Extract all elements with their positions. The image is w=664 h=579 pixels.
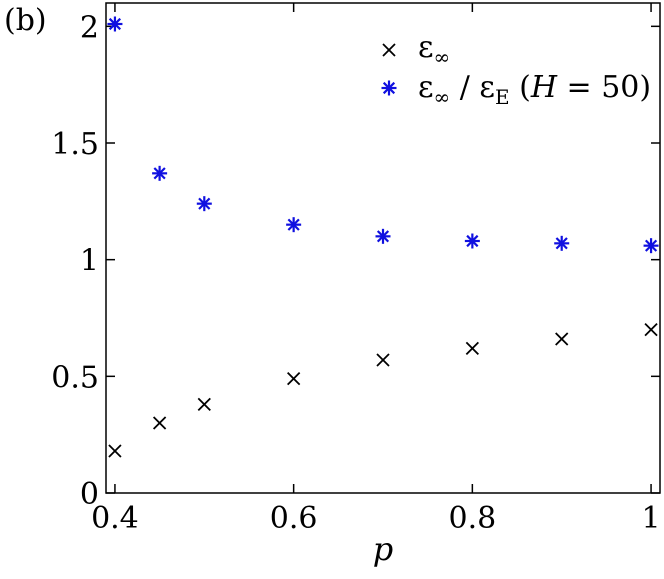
x-tick-label: 1 — [642, 501, 661, 536]
asterisk-stroke — [287, 218, 300, 231]
data-point-cross — [644, 323, 658, 337]
y-tick-label: 0.5 — [51, 360, 99, 395]
legend: ε∞ ε∞ / εE (H = 50) — [381, 30, 651, 109]
plot-frame — [105, 2, 661, 494]
series-eps-inf — [108, 323, 658, 458]
legend-h-var: H — [530, 70, 558, 105]
asterisk-stroke — [382, 81, 396, 95]
data-point-asterisk — [196, 196, 212, 212]
x-tick-label: 0.4 — [91, 501, 139, 536]
data-point-asterisk — [643, 238, 659, 254]
asterisk-stroke — [108, 17, 122, 31]
data-point-asterisk — [286, 217, 302, 233]
legend-cross — [382, 43, 396, 57]
x-marker-stroke — [108, 444, 122, 458]
data-point-asterisk — [107, 16, 123, 32]
asterisk-stroke — [153, 167, 166, 180]
x-axis-title: p — [373, 530, 393, 568]
data-point-cross — [197, 397, 211, 411]
data-marks — [107, 16, 659, 458]
legend-inf-subscript: ∞ — [434, 45, 451, 69]
axis-ticks: 0.4 0.6 0.8 1 0 0.5 1 1.5 2 — [51, 3, 661, 536]
asterisk-stroke — [644, 239, 658, 252]
legend-eps2: ε — [418, 70, 434, 105]
x-tick-label: 0.8 — [448, 501, 496, 536]
x-marker-stroke — [644, 323, 658, 337]
y-tick-label: 0 — [80, 477, 99, 512]
legend-marker-crosses — [382, 43, 396, 57]
data-point-cross — [376, 353, 390, 367]
series-ratio — [107, 16, 659, 254]
x-marker-stroke — [382, 43, 396, 57]
data-point-cross — [287, 372, 301, 386]
x-marker-stroke — [376, 353, 390, 367]
legend-e-subscript: E — [495, 85, 510, 109]
legend-label-eps-inf: ε∞ — [418, 30, 450, 69]
asterisk-stroke — [376, 230, 390, 243]
y-tick-label: 1.5 — [51, 127, 99, 162]
legend-eps: ε — [418, 30, 434, 65]
asterisk-stroke — [466, 234, 479, 248]
legend-label-ratio: ε∞ / εE (H = 50) — [418, 70, 651, 109]
panel-label: (b) — [4, 3, 47, 38]
legend-asterisk — [381, 80, 397, 96]
legend-inf-subscript2: ∞ — [434, 85, 451, 109]
legend-slash-eps: / ε — [450, 70, 495, 105]
data-point-asterisk — [375, 228, 391, 244]
x-marker-stroke — [465, 341, 479, 355]
legend-paren-open: ( — [510, 70, 531, 105]
x-marker-stroke — [287, 372, 301, 386]
x-marker-stroke — [197, 397, 211, 411]
data-point-asterisk — [554, 235, 570, 251]
data-point-asterisk — [152, 165, 168, 181]
data-point-cross — [152, 416, 167, 430]
data-point-cross — [465, 341, 479, 355]
y-tick-label: 2 — [80, 10, 99, 45]
data-point-cross — [555, 332, 569, 346]
x-tick-label: 0.6 — [270, 501, 318, 536]
y-tick-label: 1 — [80, 244, 99, 279]
legend-h-value: = 50) — [557, 70, 651, 105]
data-point-cross — [108, 444, 122, 458]
asterisk-stroke — [555, 237, 568, 250]
asterisk-stroke — [198, 197, 211, 210]
x-marker-stroke — [152, 416, 167, 430]
x-marker-stroke — [555, 332, 569, 346]
data-point-asterisk — [464, 233, 480, 249]
legend-marker-asterisks — [381, 80, 397, 96]
